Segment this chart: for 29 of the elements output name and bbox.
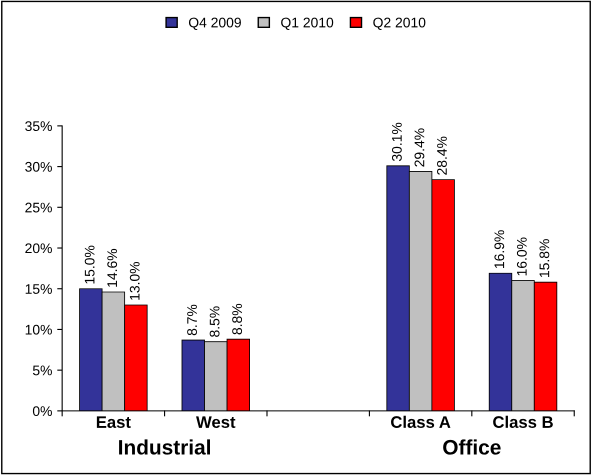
data-label: 8.7% <box>187 304 197 336</box>
y-tick-label: 15% <box>26 284 52 294</box>
y-tick-label: 30% <box>25 162 52 172</box>
x-tick-label: East <box>96 416 131 428</box>
y-tick-label: 10% <box>26 324 52 335</box>
x-tick-label: Class B <box>493 416 553 428</box>
data-label: 30.1% <box>392 122 402 162</box>
y-tick-label: 20% <box>25 243 52 254</box>
x-tick-label: Class A <box>391 416 450 428</box>
data-label: 14.6% <box>107 248 118 287</box>
data-label: 15.0% <box>84 246 95 284</box>
legend-label: Q4 2009 <box>188 18 241 30</box>
y-tick-label: 25% <box>25 202 52 212</box>
y-tick-label: 5% <box>32 366 52 376</box>
data-label: 8.8% <box>232 304 242 334</box>
text: Office <box>443 439 501 455</box>
x-tick-label: West <box>196 416 236 428</box>
data-label: 16.9% <box>494 230 504 268</box>
data-label: 29.4% <box>414 128 424 167</box>
data-label: 8.5% <box>210 306 220 337</box>
data-label: 16.0% <box>516 238 527 276</box>
legend-label: Q1 2010 <box>281 18 334 30</box>
text: Industrial <box>119 439 210 455</box>
data-label: 28.4% <box>437 136 447 175</box>
y-tick-label: 0% <box>32 406 52 416</box>
legend-label: Q2 2010 <box>373 18 426 30</box>
y-tick-label: 35% <box>25 121 52 132</box>
data-label: 15.8% <box>539 239 550 277</box>
data-label: 13.0% <box>130 262 140 300</box>
